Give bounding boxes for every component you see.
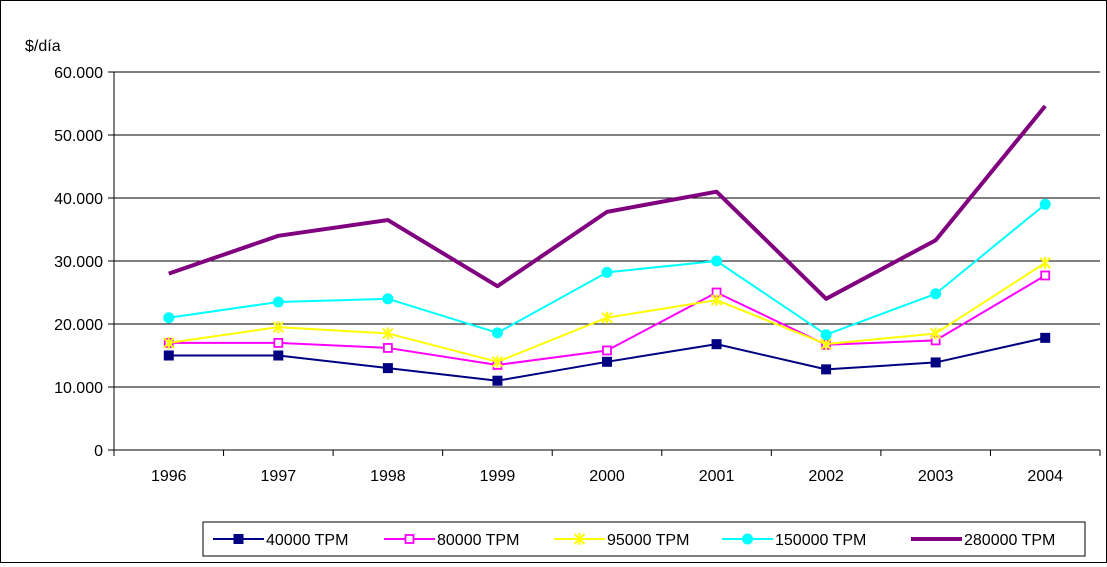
data-point (163, 350, 174, 361)
y-tick-label: 20.000 (54, 317, 103, 334)
data-point (711, 255, 723, 267)
data-point (491, 355, 504, 368)
x-tick-label: 2001 (699, 468, 735, 485)
data-point (601, 266, 613, 278)
data-point (382, 343, 393, 353)
data-point (273, 337, 284, 348)
x-tick-label: 1999 (480, 468, 516, 485)
legend-label: 280000 TPM (964, 532, 1055, 549)
series-40000-tpm (163, 332, 1051, 386)
data-point (820, 329, 832, 341)
data-point (930, 357, 941, 368)
legend-marker (573, 533, 586, 545)
y-tick-label: 50.000 (54, 128, 103, 145)
data-point (1039, 256, 1051, 269)
x-tick-label: 1996 (151, 468, 187, 485)
data-point (382, 327, 394, 340)
data-point (272, 321, 285, 334)
x-tick-label: 2000 (589, 468, 625, 485)
data-point (163, 336, 175, 349)
y-axis-label: $/día (25, 38, 61, 55)
legend-label: 40000 TPM (266, 532, 348, 549)
data-point (382, 293, 394, 305)
data-point (491, 327, 503, 339)
data-point (821, 364, 832, 375)
legend-marker (742, 533, 753, 545)
x-tick-label: 1997 (261, 468, 297, 485)
data-point (163, 312, 175, 324)
legend-label: 150000 TPM (775, 532, 866, 549)
x-tick-label: 2003 (918, 468, 954, 485)
series-95000-tpm (163, 256, 1051, 368)
legend-marker (404, 534, 415, 544)
data-point (929, 327, 942, 340)
y-tick-label: 60.000 (54, 65, 103, 82)
series-280000-tpm (168, 104, 1047, 301)
data-point (1040, 332, 1051, 343)
y-tick-label: 40.000 (54, 191, 103, 208)
series-line (168, 104, 1047, 301)
x-tick-label: 1998 (370, 468, 406, 485)
data-point (710, 294, 723, 307)
y-tick-label: 30.000 (54, 254, 103, 271)
data-point (272, 296, 284, 308)
data-point (711, 339, 722, 350)
x-tick-label: 2004 (1027, 468, 1063, 485)
data-point (602, 345, 612, 356)
data-point (930, 288, 942, 300)
data-point (382, 363, 393, 374)
legend-label: 95000 TPM (607, 532, 689, 549)
data-point (492, 375, 503, 386)
series-150000-tpm (163, 198, 1051, 341)
x-tick-label: 2002 (808, 468, 844, 485)
data-point (602, 356, 612, 367)
chart-legend: 40000 TPM 80000 TPM 95000 TPM 150000 TPM 280… (202, 521, 1086, 557)
y-tick-label: 10.000 (54, 380, 103, 397)
legend-marker (233, 534, 244, 544)
legend-label: 80000 TPM (437, 532, 519, 549)
y-tick-label: 0 (94, 443, 103, 460)
data-point (273, 350, 284, 361)
data-point (1040, 270, 1051, 281)
data-point (601, 311, 613, 324)
data-point (1039, 198, 1051, 210)
